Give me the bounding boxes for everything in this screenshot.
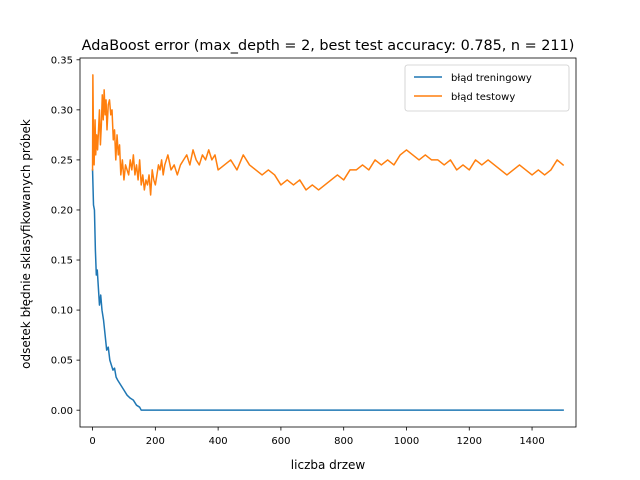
y-tick-label: 0.10 [51, 306, 73, 317]
x-tick-label: 600 [271, 436, 290, 447]
series-line-train-error [91, 169, 564, 411]
y-tick-label: 0.25 [51, 156, 73, 167]
y-tick-label: 0.15 [51, 256, 73, 267]
x-axis-label: liczba drzew [291, 458, 366, 472]
legend-label: błąd treningowy [451, 73, 532, 84]
y-tick-label: 0.20 [51, 206, 73, 217]
y-tick-label: 0.05 [51, 356, 73, 367]
x-tick-label: 1400 [519, 436, 544, 447]
legend-label: błąd testowy [451, 92, 515, 103]
x-tick-label: 0 [89, 436, 95, 447]
axes-frame [79, 57, 577, 428]
y-tick-label: 0.30 [51, 105, 73, 116]
y-tick-label: 0.35 [51, 55, 73, 66]
x-tick-label: 1200 [457, 436, 482, 447]
x-axis: 0 200 400 600 800 1000 1200 1400 [89, 427, 545, 447]
x-tick-label: 400 [209, 436, 228, 447]
series-line-test-error [91, 74, 565, 196]
x-tick-label: 1000 [394, 436, 419, 447]
y-axis-label: odsetek błędnie sklasyfikowanych próbek [19, 119, 33, 369]
y-tick-label: 0.00 [51, 406, 73, 417]
plot-area [79, 57, 577, 428]
x-tick-label: 800 [334, 436, 353, 447]
legend-box [404, 64, 570, 112]
chart-title: AdaBoost error (max_depth = 2, best test… [82, 38, 575, 54]
legend: błąd treningowy błąd testowy [404, 64, 570, 112]
x-tick-label: 200 [146, 436, 165, 447]
y-axis: 0.00 0.05 0.10 0.15 0.20 0.25 0.30 0.35 [51, 55, 80, 417]
